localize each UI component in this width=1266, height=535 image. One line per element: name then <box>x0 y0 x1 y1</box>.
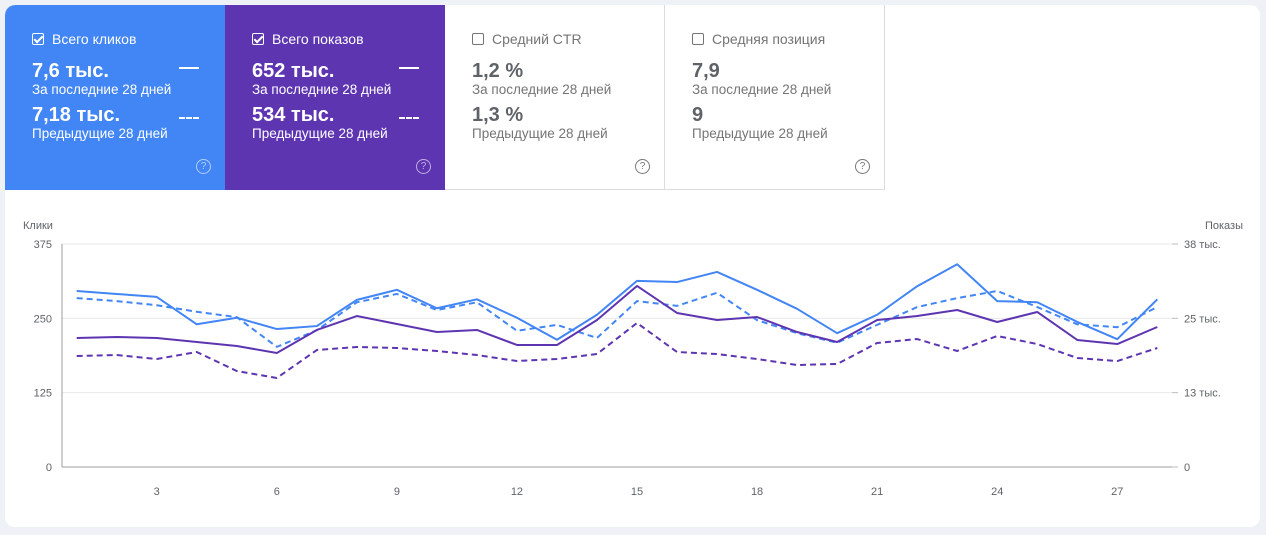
performance-panel: Всего кликов 7,6 тыс. За последние 28 дн… <box>5 5 1260 527</box>
y2-tick-label: 0 <box>1184 462 1190 474</box>
x-tick-label: 24 <box>991 486 1003 498</box>
card-label: Средняя позиция <box>712 31 826 47</box>
y-tick-label: 250 <box>34 313 52 325</box>
y2-tick-label: 13 тыс. <box>1184 388 1221 400</box>
checkbox-unchecked-icon[interactable] <box>692 33 704 45</box>
series-line-clicks <box>76 263 1159 341</box>
current-value: 7,6 тыс. <box>32 60 109 82</box>
current-label: За последние 28 дней <box>472 82 612 97</box>
previous-value: 7,18 тыс. <box>32 104 121 126</box>
x-tick-label: 6 <box>274 486 280 498</box>
help-icon[interactable]: ? <box>855 159 870 174</box>
y-tick-label: 0 <box>46 462 52 474</box>
current-value: 1,2 % <box>472 60 524 82</box>
y-tick-label: 375 <box>34 239 52 251</box>
previous-label: Предыдущие 28 дней <box>252 126 388 141</box>
x-tick-label: 15 <box>631 486 643 498</box>
previous-value: 534 тыс. <box>252 104 335 126</box>
current-value: 652 тыс. <box>252 60 335 82</box>
help-icon[interactable]: ? <box>196 159 211 174</box>
x-tick-label: 27 <box>1111 486 1123 498</box>
dashed-line-legend-icon <box>179 117 199 119</box>
checkbox-unchecked-icon[interactable] <box>472 33 484 45</box>
help-icon[interactable]: ? <box>635 159 650 174</box>
current-label: За последние 28 дней <box>252 82 392 97</box>
card-label: Всего кликов <box>52 31 137 47</box>
help-icon[interactable]: ? <box>416 159 431 174</box>
x-tick-label: 12 <box>511 486 523 498</box>
y-tick-label: 125 <box>34 388 52 400</box>
impressions-card[interactable]: Всего показов 652 тыс. За последние 28 д… <box>225 5 445 190</box>
y2-axis-label: Показы <box>1205 220 1243 232</box>
x-tick-label: 9 <box>394 486 400 498</box>
solid-line-legend-icon <box>179 67 199 69</box>
checkbox-checked-icon[interactable] <box>32 33 44 45</box>
dashed-line-legend-icon <box>399 117 419 119</box>
y2-tick-label: 38 тыс. <box>1184 239 1221 251</box>
y2-tick-label: 25 тыс. <box>1184 313 1221 325</box>
previous-value: 1,3 % <box>472 104 524 126</box>
current-label: За последние 28 дней <box>32 82 172 97</box>
previous-value: 9 <box>692 104 704 126</box>
previous-label: Предыдущие 28 дней <box>32 126 168 141</box>
position-card[interactable]: Средняя позиция 7,9 За последние 28 дней… <box>665 5 885 190</box>
series-line-impressions <box>76 284 1158 355</box>
x-tick-label: 3 <box>154 486 160 498</box>
previous-label: Предыдущие 28 дней <box>472 126 608 141</box>
ctr-card[interactable]: Средний CTR 1,2 % За последние 28 дней 1… <box>445 5 665 190</box>
current-value: 7,9 <box>692 60 720 82</box>
x-tick-label: 21 <box>871 486 883 498</box>
y-axis-label: Клики <box>23 220 53 232</box>
previous-label: Предыдущие 28 дней <box>692 126 828 141</box>
checkbox-checked-icon[interactable] <box>252 33 264 45</box>
clicks-card[interactable]: Всего кликов 7,6 тыс. За последние 28 дн… <box>5 5 225 190</box>
solid-line-legend-icon <box>399 67 419 69</box>
series-line-impressions_prev <box>76 321 1158 379</box>
x-tick-label: 18 <box>751 486 763 498</box>
card-label: Средний CTR <box>492 31 582 47</box>
current-label: За последние 28 дней <box>692 82 832 97</box>
card-label: Всего показов <box>272 31 364 47</box>
performance-chart: Клики Показы 0 0 125 13 тыс. 250 25 тыс. 375 38… <box>23 220 1243 498</box>
